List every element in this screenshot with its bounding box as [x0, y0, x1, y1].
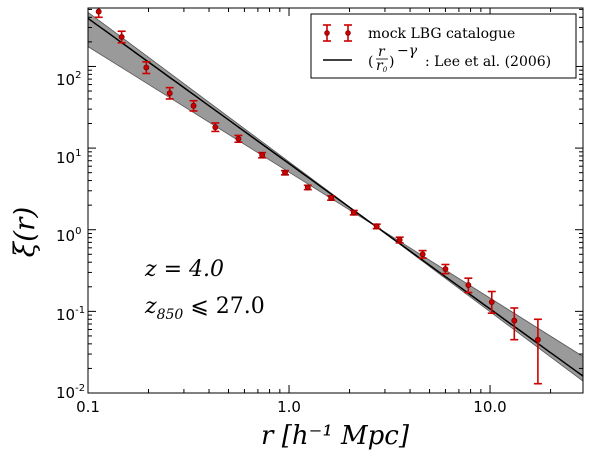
- svg-text:−γ: −γ: [397, 43, 418, 59]
- x-tick-labels: 0.1 1.0 10.0: [76, 398, 507, 416]
- magnitude-limit-annotation: z850 ⩽ 27.0: [144, 294, 265, 323]
- data-point: [327, 195, 336, 201]
- data-marker: [373, 223, 380, 230]
- data-point: [165, 86, 174, 100]
- x-tick-label: 0.1: [76, 398, 100, 416]
- legend-label-data: mock LBG catalogue: [368, 26, 515, 42]
- redshift-annotation: z = 4.0: [144, 257, 224, 282]
- axis-ticks: [87, 8, 583, 394]
- data-marker: [166, 90, 173, 97]
- data-marker: [328, 195, 335, 201]
- data-marker: [350, 209, 357, 216]
- x-tick-label: 1.0: [277, 398, 301, 416]
- data-point: [234, 134, 243, 144]
- y-tick-label: 10-1: [56, 305, 85, 324]
- y-tick-label: 100: [56, 226, 81, 245]
- y-tick-labels: 10-2 10-1 100 101 102: [56, 70, 85, 402]
- mock-lbg-data-points: [94, 8, 542, 385]
- y-axis-title: ξ(r): [8, 207, 41, 258]
- data-marker: [419, 251, 426, 258]
- legend-fit-formula: ( r r0 ) −γ : Lee et al. (2006): [368, 43, 551, 74]
- data-point: [464, 277, 473, 294]
- data-point: [281, 169, 290, 176]
- data-point: [142, 61, 151, 75]
- data-marker: [118, 33, 125, 40]
- y-tick-label: 101: [56, 148, 81, 167]
- data-marker: [442, 266, 449, 272]
- data-marker: [511, 317, 518, 324]
- data-point: [372, 223, 381, 230]
- data-marker: [488, 299, 495, 306]
- data-point: [94, 8, 103, 19]
- data-point: [303, 184, 312, 191]
- legend-box: [310, 13, 577, 79]
- data-point: [395, 236, 404, 244]
- y-tick-label: 102: [56, 70, 81, 89]
- x-tick-label: 10.0: [473, 398, 506, 416]
- data-marker: [465, 282, 472, 289]
- data-point: [510, 307, 519, 341]
- data-point: [441, 263, 450, 275]
- data-marker: [95, 8, 102, 15]
- data-marker: [212, 124, 219, 131]
- data-point: [533, 318, 542, 385]
- data-point: [117, 30, 126, 44]
- data-marker: [190, 102, 197, 109]
- data-point: [189, 99, 198, 112]
- data-marker: [235, 135, 242, 142]
- svg-text:): ): [389, 54, 394, 70]
- legend-errorbar-icon: [323, 24, 352, 42]
- data-point: [418, 249, 427, 259]
- data-marker: [259, 152, 266, 159]
- data-marker: [534, 336, 541, 343]
- svg-text:r0: r0: [376, 58, 388, 74]
- plot-frame: [87, 7, 584, 394]
- data-point: [258, 151, 267, 159]
- data-marker: [304, 184, 311, 191]
- power-law-fit-line: [88, 17, 583, 377]
- svg-text:(: (: [368, 54, 373, 70]
- data-marker: [396, 236, 403, 243]
- data-point: [349, 209, 358, 216]
- svg-text:r: r: [378, 44, 386, 60]
- svg-text:: Lee et al. (2006): : Lee et al. (2006): [425, 54, 551, 70]
- y-tick-label: 10-2: [56, 383, 85, 402]
- legend: mock LBG catalogue ( r r0 ) −γ : Lee et …: [310, 13, 577, 79]
- data-marker: [282, 169, 288, 176]
- x-axis-title: r [h⁻¹ Mpc]: [261, 421, 410, 451]
- data-point: [487, 290, 496, 314]
- data-point: [211, 122, 220, 133]
- data-marker: [143, 64, 150, 71]
